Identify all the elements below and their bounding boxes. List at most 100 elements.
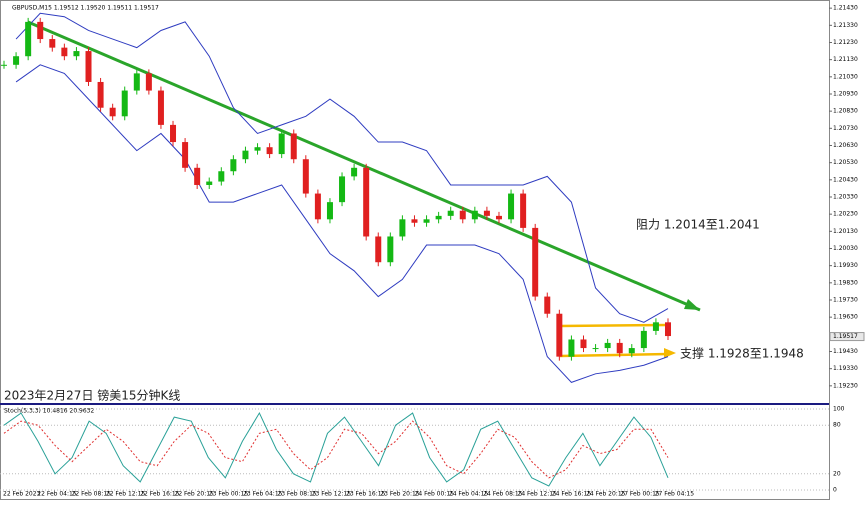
candle-body <box>580 339 587 349</box>
y-tick-label: 1.21330 <box>833 22 858 29</box>
candle-body <box>230 159 237 172</box>
support-band-line <box>559 352 669 358</box>
candle-body <box>459 210 466 220</box>
candle-body <box>314 193 321 220</box>
y-tick-label: 1.20530 <box>833 159 858 166</box>
candle-body <box>109 107 116 117</box>
x-tick-label: 22 Feb 04:15 <box>37 491 77 498</box>
resistance-band-line <box>559 323 669 328</box>
candle-body <box>25 21 32 57</box>
y-tick-label: 1.19230 <box>833 382 858 389</box>
candle-body <box>218 171 225 182</box>
chart-header: GBPUSD,M15 1.19512 1.19520 1.19511 1.195… <box>12 5 159 12</box>
candle-body <box>290 133 297 160</box>
candle-body <box>665 322 671 337</box>
candle-body <box>483 210 490 216</box>
candle-body <box>194 167 201 185</box>
candle-body <box>339 176 346 203</box>
y-tick-label: 1.19630 <box>833 314 858 321</box>
x-tick-label: 24 Feb 04:15 <box>449 491 489 498</box>
x-tick-label: 24 Feb 20:15 <box>586 491 626 498</box>
y-tick-label: 1.19730 <box>833 296 858 303</box>
bollinger-lower <box>15 64 669 383</box>
candle-body <box>375 236 382 263</box>
candle-body <box>182 142 189 168</box>
candle-body <box>616 342 623 354</box>
y-tick-label: 1.19330 <box>833 365 858 372</box>
caption: 2023年2月27日 镑美15分钟K线 <box>4 388 180 403</box>
y-tick-label: 1.20930 <box>833 90 858 97</box>
x-tick-label: 22 Feb 08:15 <box>72 491 112 498</box>
candle-body <box>495 215 502 220</box>
y-tick-label: 1.19930 <box>833 262 858 269</box>
candle-body <box>145 73 152 91</box>
candle-body <box>1 64 7 66</box>
candle-body <box>471 210 478 220</box>
trend-line <box>27 20 701 312</box>
candle-body <box>37 21 44 40</box>
x-tick-label: 22 Feb 16:15 <box>140 491 180 498</box>
candle-body <box>411 219 418 223</box>
y-tick-label: 1.21130 <box>833 56 858 63</box>
candle-body <box>544 296 551 314</box>
x-tick-label: 24 Feb 16:15 <box>552 491 592 498</box>
x-tick-label: 23 Feb 00:15 <box>209 491 249 498</box>
candle-body <box>85 51 92 82</box>
y-tick-label: 1.19430 <box>833 348 858 355</box>
candle-body <box>61 47 68 57</box>
candle-body <box>640 330 647 349</box>
candle-body <box>13 56 20 65</box>
y-tick-label: 1.20730 <box>833 125 858 132</box>
candle-body <box>254 147 261 151</box>
candle-body <box>556 313 563 357</box>
stoch-main <box>3 411 669 487</box>
candle-body <box>652 322 659 331</box>
candle-body <box>170 124 177 143</box>
x-tick-label: 27 Feb 04:15 <box>655 491 695 498</box>
x-tick-label: 22 Feb 12:15 <box>106 491 146 498</box>
stoch-tick-label: 20 <box>833 470 841 477</box>
x-tick-label: 24 Feb 12:15 <box>518 491 558 498</box>
candle-body <box>399 219 406 237</box>
candle-body <box>628 348 635 354</box>
y-tick-label: 1.20830 <box>833 108 858 115</box>
candle-body <box>49 39 56 48</box>
candle-body <box>387 236 394 263</box>
stoch-signal <box>3 420 669 479</box>
support-label: 支撑 1.1928至1.1948 <box>680 346 804 361</box>
stoch-tick-label: 80 <box>833 422 841 429</box>
y-tick-label: 1.19830 <box>833 279 858 286</box>
x-tick-label: 24 Feb 00:15 <box>415 491 455 498</box>
candle-body <box>326 202 333 220</box>
resistance-label: 阻力 1.2014至1.2041 <box>636 218 760 232</box>
y-tick-label: 1.20330 <box>833 193 858 200</box>
candle-body <box>423 219 430 223</box>
support-arrow <box>664 348 676 358</box>
last-price-label: 1.19517 <box>833 333 858 340</box>
candle-body <box>133 73 140 91</box>
candle-body <box>447 210 454 216</box>
candle-body <box>206 181 213 185</box>
x-tick-label: 23 Feb 12:15 <box>312 491 352 498</box>
y-tick-label: 1.21430 <box>833 5 858 12</box>
x-tick-label: 22 Feb 2023 <box>3 491 41 498</box>
candle-body <box>278 133 285 155</box>
y-tick-label: 1.21230 <box>833 39 858 46</box>
last-price-box <box>829 332 865 342</box>
x-tick-label: 23 Feb 04:15 <box>243 491 283 498</box>
x-tick-label: 23 Feb 20:15 <box>380 491 420 498</box>
candle-body <box>363 167 370 237</box>
x-tick-label: 23 Feb 16:15 <box>346 491 386 498</box>
candle-body <box>242 150 249 160</box>
candle-body <box>520 193 527 228</box>
candle-body <box>157 90 164 125</box>
stoch-tick-label: 100 <box>833 406 845 413</box>
stoch-tick-label: 0 <box>833 487 837 494</box>
frame <box>0 0 830 500</box>
candle-body <box>73 51 80 57</box>
x-tick-label: 27 Feb 00:15 <box>620 491 660 498</box>
y-tick-label: 1.20630 <box>833 142 858 149</box>
x-tick-label: 22 Feb 20:15 <box>175 491 215 498</box>
candle-body <box>592 348 599 350</box>
